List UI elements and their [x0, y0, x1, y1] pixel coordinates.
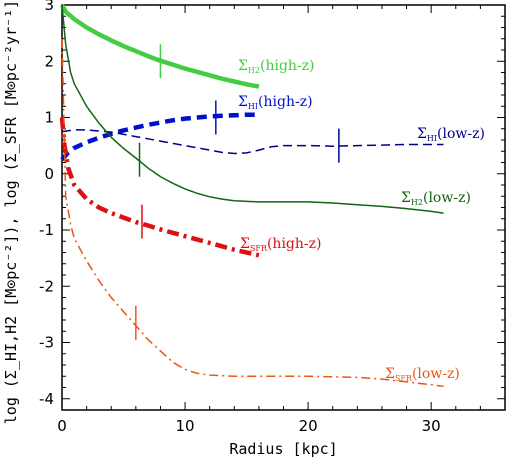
series-label-suffix: (high-z) [267, 236, 322, 252]
series-line [61, 38, 444, 388]
series-line [60, 3, 260, 89]
series-label-suffix: (high-z) [258, 94, 313, 110]
y-tick-label: 3 [44, 0, 54, 14]
series-label-symbol: Σ [401, 190, 411, 206]
series-label-symbol: Σ [238, 94, 248, 110]
y-tick-label: -4 [39, 390, 54, 408]
x-axis: 0 10 20 30 [57, 5, 506, 435]
x-tick-label: 0 [57, 417, 67, 435]
series-line [59, 117, 260, 258]
series-label: ΣHI(low-z) [417, 126, 485, 143]
series-tick-marks [135, 44, 340, 340]
series-label-subscript: H2 [411, 198, 423, 207]
series-label: ΣH2(high-z) [238, 58, 315, 75]
x-tick-label: 10 [176, 417, 195, 435]
series-label-symbol: Σ [417, 126, 427, 142]
series-line [61, 129, 444, 155]
y-tick-label: 2 [44, 52, 54, 70]
series-lines [59, 3, 444, 388]
series-label-subscript: H2 [248, 66, 260, 75]
x-axis-title: Radius [kpc] [229, 440, 337, 458]
series-line [60, 112, 259, 162]
y-axis-title: log (Σ_HI,H2 [M⊙pc⁻²]), log (Σ_SFR [M⊙pc… [2, 0, 20, 424]
y-axis: -4 -3 -2 -1 0 1 2 3 [39, 0, 505, 411]
series-label: ΣSFR(low-z) [385, 366, 460, 383]
x-tick-label: 30 [422, 417, 441, 435]
series-label-suffix: (high-z) [260, 58, 315, 74]
series-label-suffix: (low-z) [437, 126, 485, 142]
series-label-subscript: SFR [250, 244, 268, 253]
series-label-subscript: SFR [395, 374, 413, 383]
series-label: ΣSFR(high-z) [240, 236, 321, 253]
series-line [61, 4, 444, 214]
y-tick-label: -1 [39, 221, 54, 239]
series-label-subscript: HI [248, 102, 258, 111]
series-label: ΣHI(high-z) [238, 94, 313, 111]
series-label-symbol: Σ [238, 58, 248, 74]
y-tick-label: 1 [44, 109, 54, 127]
series-label-symbol: Σ [240, 236, 250, 252]
series-label-suffix: (low-z) [412, 366, 460, 382]
y-tick-label: 0 [44, 165, 54, 183]
x-tick-label: 20 [299, 417, 318, 435]
series-label-suffix: (low-z) [423, 190, 471, 206]
series-label: ΣH2(low-z) [401, 190, 471, 207]
y-tick-label: -2 [39, 277, 54, 295]
series-label-subscript: HI [427, 134, 437, 143]
series-label-symbol: Σ [385, 366, 395, 382]
series-labels: ΣH2(high-z)ΣHI(high-z)ΣHI(low-z)ΣH2(low-… [238, 58, 485, 383]
y-tick-label: -3 [39, 334, 54, 352]
